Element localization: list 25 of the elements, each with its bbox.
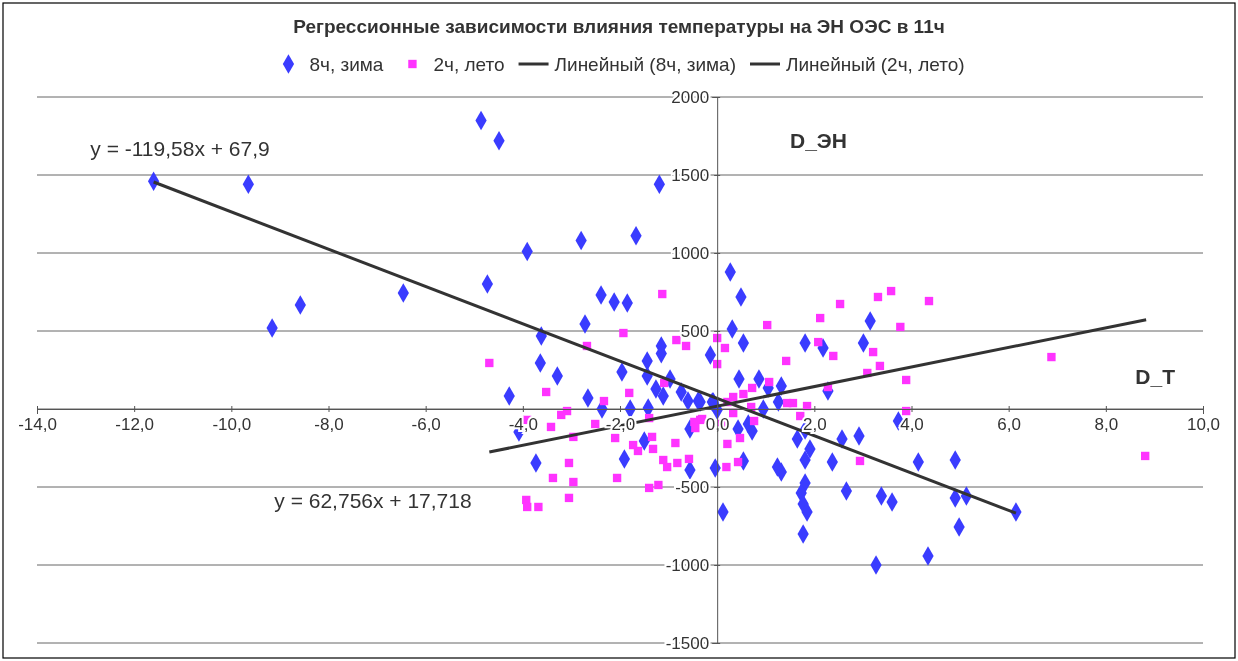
x-tick-label: 8,0 [1094,415,1119,435]
x-tick-label: 4,0 [900,415,924,435]
x-axis-title: D_T [1135,365,1176,388]
legend-label: 8ч, зима [309,54,384,75]
x-tick-label: 10,0 [1186,415,1221,435]
y-tick-label: -1500 [665,633,710,653]
y-tick-label: -1000 [665,555,710,575]
x-tick-label: -8,0 [314,415,344,435]
y-tick-label: 500 [680,321,710,341]
y-axis-title: D_ЭН [790,129,847,152]
x-tick-label: -14,0 [18,415,57,435]
y-tick-label: 1500 [671,165,710,185]
y-tick-label: -500 [675,477,710,497]
x-tick-label: 6,0 [997,415,1021,435]
y-tick-label: 1000 [671,243,710,263]
annotation: y = -119,58x + 67,9 [90,137,270,160]
legend-label: Линейный (2ч, лето) [785,54,965,75]
x-tick-label: -12,0 [115,415,155,435]
y-tick-label: 2000 [671,87,710,107]
legend-label: 2ч, лето [433,54,505,75]
x-tick-label: -10,0 [212,415,252,435]
legend-label: Линейный (8ч, зима) [554,54,736,75]
annotation: y = 62,756x + 17,718 [274,489,472,512]
x-tick-label: -6,0 [411,415,441,435]
chart-title: Регрессионные зависимости влияния температуры на ЭН ОЭС в 11ч [293,16,945,37]
